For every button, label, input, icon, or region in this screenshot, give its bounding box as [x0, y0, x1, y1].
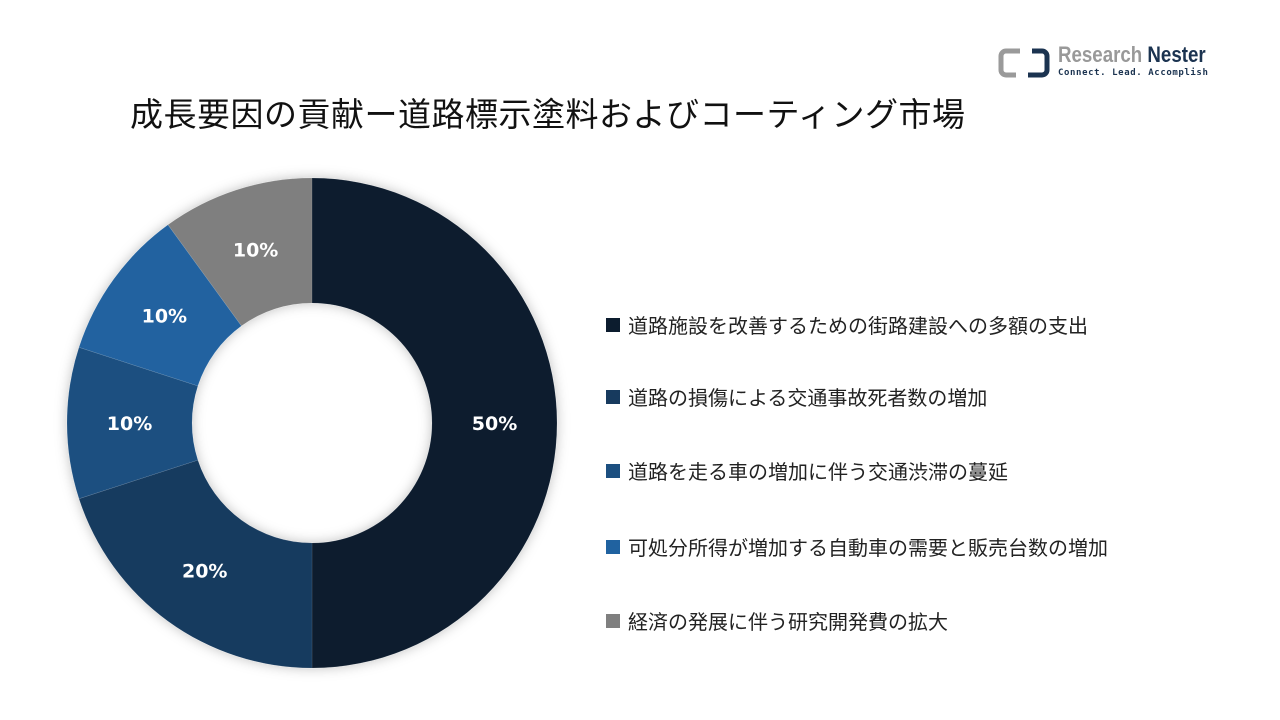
legend-swatch [606, 317, 620, 332]
legend-label: 道路の損傷による交通事故死者数の増加 [628, 386, 988, 410]
legend-label: 可処分所得が増加する自動車の需要と販売台数の増加 [628, 536, 1108, 560]
chart-title: 成長要因の貢献ー道路標示塗料およびコーティング市場 [130, 95, 966, 134]
slice-label-0: 50% [472, 413, 517, 435]
legend-swatch [606, 463, 620, 478]
legend-item: 道路の損傷による交通事故死者数の増加 [606, 382, 987, 411]
legend-swatch [606, 613, 620, 628]
slice-label-1: 20% [182, 561, 227, 583]
research-nester-logo: Research Nester Connect. Lead. Accomplis… [998, 42, 1218, 82]
legend-item: 道路施設を改善するための街路建設への多額の支出 [606, 310, 1088, 339]
legend-item: 経済の発展に伴う研究開発費の拡大 [606, 606, 948, 635]
donut-chart: 50% 20% 10% 10% 10% [66, 177, 558, 669]
legend-label: 道路施設を改善するための街路建設への多額の支出 [628, 314, 1088, 338]
legend-item: 可処分所得が増加する自動車の需要と販売台数の増加 [606, 532, 1108, 561]
legend-label: 経済の発展に伴う研究開発費の拡大 [628, 610, 948, 634]
logo-mark-icon [998, 48, 1050, 78]
legend-swatch [606, 389, 620, 404]
donut-slice-1 [78, 459, 313, 669]
legend-label: 道路を走る車の増加に伴う交通渋滞の蔓延 [628, 460, 1008, 484]
legend-swatch [606, 539, 620, 554]
slice-label-2: 10% [107, 413, 152, 435]
slice-label-3: 10% [142, 306, 187, 328]
legend-item: 道路を走る車の増加に伴う交通渋滞の蔓延 [606, 456, 1008, 485]
logo-name-1: Research [1058, 42, 1143, 67]
donut-slice-4 [167, 177, 313, 327]
logo-tagline: Connect. Lead. Accomplish [1058, 68, 1209, 78]
logo-name-2: Nester [1147, 42, 1206, 67]
slice-label-4: 10% [233, 239, 278, 261]
donut-slice-0 [311, 177, 558, 669]
